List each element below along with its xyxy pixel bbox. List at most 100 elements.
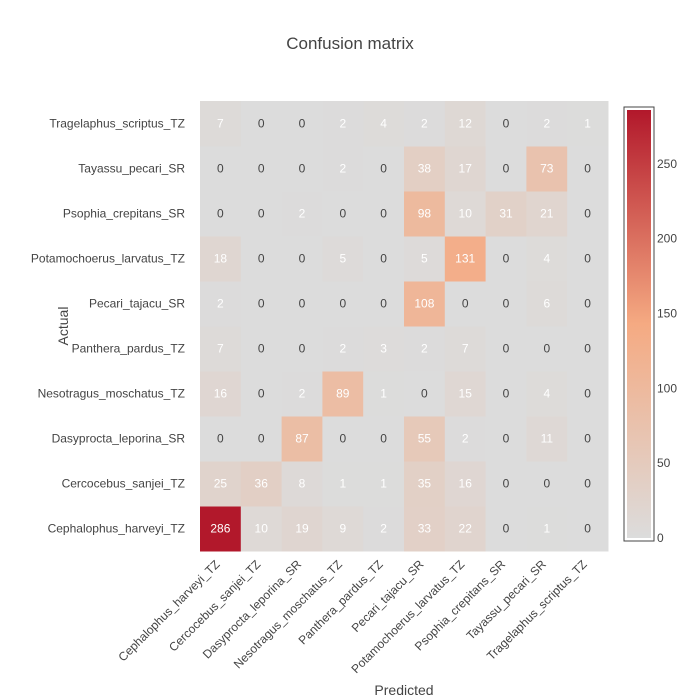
heatmap-cell <box>240 191 283 237</box>
cell-value-label: 0 <box>503 342 510 356</box>
cell-value-label: 0 <box>299 297 306 311</box>
cell-value-label: 0 <box>584 387 591 401</box>
heatmap-cell <box>200 281 242 327</box>
heatmap-cell <box>322 506 364 552</box>
heatmap-cell <box>281 146 323 192</box>
heatmap-cell <box>200 101 242 147</box>
heatmap-cell <box>322 146 364 192</box>
cell-value-label: 0 <box>217 162 224 176</box>
cell-value-label: 0 <box>299 252 306 266</box>
heatmap-cell <box>526 326 568 372</box>
cell-value-label: 11 <box>541 432 554 446</box>
heatmap-cell <box>526 506 568 552</box>
heatmap-cell <box>363 506 405 552</box>
heatmap-cell <box>200 506 242 552</box>
colorbar-ticks: 0 50 100 150 200 250 <box>657 157 677 545</box>
cell-value-label: 0 <box>258 117 265 131</box>
y-tick-label: Potamochoerus_larvatus_TZ <box>31 252 185 266</box>
heatmap-cell <box>485 416 527 462</box>
heatmap-cell <box>485 281 527 327</box>
heatmap-cell <box>567 506 609 552</box>
cell-value-label: 0 <box>421 387 428 401</box>
heatmap-cell <box>363 101 405 147</box>
heatmap-cell <box>444 146 487 192</box>
cell-value-label: 2 <box>339 117 346 131</box>
heatmap-cell <box>404 101 446 147</box>
heatmap-cell <box>404 461 446 507</box>
heatmap-cell <box>567 236 609 282</box>
heatmap-cell <box>404 326 446 372</box>
cell-value-label: 0 <box>584 522 591 536</box>
heatmap-cell <box>240 416 283 462</box>
cell-value-label: 0 <box>462 297 469 311</box>
cell-value-label: 16 <box>214 387 228 401</box>
cell-value-label: 0 <box>503 162 510 176</box>
cell-value-label: 2 <box>380 522 387 536</box>
colorbar-frame <box>623 106 655 542</box>
cell-value-label: 0 <box>503 252 510 266</box>
colorbar: 0 50 100 150 200 250 <box>623 106 677 545</box>
cell-value-label: 25 <box>214 477 228 491</box>
heatmap-cell <box>404 371 446 417</box>
cell-value-label: 12 <box>459 117 473 131</box>
cell-value-label: 5 <box>339 252 346 266</box>
cell-value-label: 3 <box>380 342 387 356</box>
heatmap-cell <box>281 371 323 417</box>
heatmap-cell <box>567 101 609 147</box>
colorbar-tick-label: 100 <box>657 381 677 395</box>
heatmap-cell <box>526 371 568 417</box>
heatmap-cell <box>444 416 487 462</box>
heatmap-cell <box>485 101 527 147</box>
cell-value-label: 7 <box>217 342 224 356</box>
cell-value-label: 33 <box>418 522 432 536</box>
heatmap-cell <box>322 191 364 237</box>
heatmap-cell <box>281 101 323 147</box>
cell-value-label: 36 <box>255 477 269 491</box>
cell-value-label: 19 <box>295 522 309 536</box>
y-tick-label: Panthera_pardus_TZ <box>72 342 185 356</box>
y-tick-label: Pecari_tajacu_SR <box>89 297 185 311</box>
cell-value-label: 0 <box>258 342 265 356</box>
heatmap-cell <box>200 416 242 462</box>
cell-value-label: 0 <box>584 207 591 221</box>
cell-value-label: 0 <box>543 342 550 356</box>
cell-value-label: 0 <box>339 207 346 221</box>
cell-value-label: 21 <box>540 207 554 221</box>
heatmap-cell <box>526 416 568 462</box>
heatmap-cell <box>526 236 568 282</box>
cell-value-label: 0 <box>258 432 265 446</box>
y-tick-label: Cephalophus_harveyi_TZ <box>48 522 185 536</box>
cell-value-label: 0 <box>503 522 510 536</box>
cell-value-label: 2 <box>339 342 346 356</box>
cell-value-label: 0 <box>299 162 306 176</box>
colorbar-tick-label: 150 <box>657 307 677 321</box>
cell-value-label: 55 <box>418 432 432 446</box>
cell-value-label: 35 <box>418 477 432 491</box>
heatmap-cell <box>322 326 364 372</box>
cell-value-label: 0 <box>503 432 510 446</box>
cell-value-label: 0 <box>543 477 550 491</box>
heatmap-cell <box>322 416 364 462</box>
cell-value-label: 10 <box>255 522 269 536</box>
cell-value-label: 0 <box>380 297 387 311</box>
cell-value-label: 2 <box>421 342 428 356</box>
cell-value-label: 2 <box>543 117 550 131</box>
cell-value-label: 1 <box>584 117 591 131</box>
cell-value-label: 89 <box>336 387 350 401</box>
heatmap-cell <box>240 281 283 327</box>
cell-value-label: 0 <box>380 162 387 176</box>
heatmap-cell <box>200 236 242 282</box>
y-axis-ticks: Cephalophus_harveyi_TZ Cercocebus_sanjei_… <box>31 117 185 536</box>
cell-value-label: 2 <box>299 387 306 401</box>
cell-labels: 286 10 19 9 2 33 22 0 1 025 36 8 1 1 35 16 0 0 00 0 87 0 0 55 2 0… <box>210 117 591 536</box>
cell-value-label: 6 <box>543 297 550 311</box>
heatmap-cell <box>281 506 323 552</box>
colorbar-tick-label: 200 <box>657 232 677 246</box>
cell-value-label: 7 <box>462 342 469 356</box>
heatmap-cell <box>444 461 487 507</box>
cell-value-label: 0 <box>217 207 224 221</box>
heatmap-cell <box>526 281 568 327</box>
cell-value-label: 1 <box>339 477 346 491</box>
cell-value-label: 17 <box>459 162 473 176</box>
